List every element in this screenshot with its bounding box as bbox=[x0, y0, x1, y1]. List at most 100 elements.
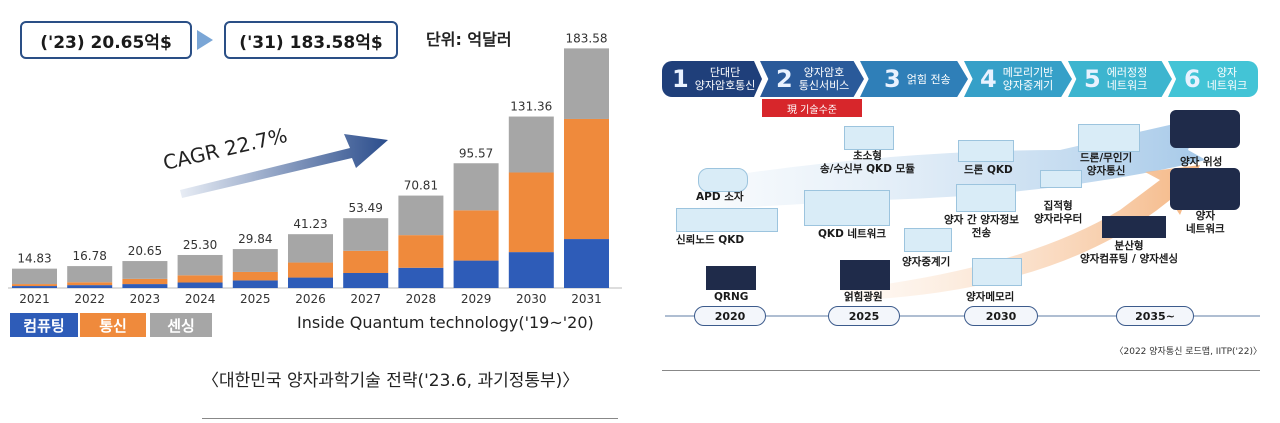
x-tick-label: 2028 bbox=[406, 292, 437, 306]
bar-total-label: 70.81 bbox=[404, 179, 438, 193]
blue-sweep-arrow bbox=[700, 118, 1206, 210]
bar-total-label: 25.30 bbox=[183, 238, 217, 252]
label-entangled-light: 얽힘광원 bbox=[844, 291, 883, 303]
label-trusted-node: 신뢰노드 QKD bbox=[676, 234, 745, 246]
label-drone-comm: 드론/무인기 양자통신 bbox=[1080, 152, 1133, 177]
bar-total-label: 53.49 bbox=[349, 201, 383, 215]
label-satellite: 양자 위성 bbox=[1180, 156, 1223, 168]
bar-total-label: 20.65 bbox=[128, 244, 162, 258]
x-tick-label: 2022 bbox=[74, 292, 105, 306]
qkd-network-image bbox=[804, 190, 890, 226]
roadmap-step-1-label: 단대단 양자암호통신 bbox=[694, 66, 756, 92]
bar-total-label: 41.23 bbox=[293, 217, 327, 231]
bar-total-label: 95.57 bbox=[459, 146, 493, 160]
bar-segment-2025-1 bbox=[232, 271, 278, 281]
roadmap-step-1: 1 단대단 양자암호통신 bbox=[662, 61, 762, 97]
stacked-bar-chart: CAGR 22.7% 14.83 2021 16.78 2022 20.65 2023 25… bbox=[8, 31, 622, 306]
memory-image bbox=[972, 258, 1022, 286]
roadmap-step-4-label: 메모리기반 양자중계기 bbox=[1002, 66, 1054, 92]
roadmap-step-5: 5 에러정정 네트워크 bbox=[1068, 61, 1172, 97]
year-pill-2030: 2030 bbox=[964, 306, 1038, 326]
callout-arrow-icon bbox=[197, 30, 213, 50]
router-image bbox=[1040, 170, 1082, 188]
label-repeater: 양자중계기 bbox=[902, 256, 951, 268]
roadmap-panel: 1 단대단 양자암호통신 2 양자암호 통신서비스 3 얽힘 전송 4 메모리기반 양자… bbox=[640, 0, 1280, 423]
cagr-arrow-icon bbox=[180, 134, 388, 198]
label-info-transfer: 양자 간 양자정보 전송 bbox=[944, 214, 1019, 239]
info-transfer-image bbox=[956, 184, 1016, 212]
repeater-image bbox=[904, 228, 952, 252]
x-tick-label: 2024 bbox=[185, 292, 216, 306]
bar-segment-2026-2 bbox=[288, 234, 333, 263]
quantum-network-image bbox=[1170, 168, 1240, 210]
bar-segment-2024-1 bbox=[177, 275, 223, 283]
bar-segment-2024-0 bbox=[177, 282, 223, 288]
bar-segment-2031-2 bbox=[564, 48, 609, 119]
x-tick-label: 2029 bbox=[461, 292, 492, 306]
label-apd: APD 소자 bbox=[696, 191, 744, 203]
distributed-image bbox=[1102, 216, 1166, 238]
unit-label: 단위: 억달러 bbox=[426, 30, 512, 49]
bar-segment-2028-0 bbox=[398, 267, 444, 288]
roadmap-step-2-label: 양자암호 통신서비스 bbox=[798, 66, 850, 92]
apd-device-image bbox=[698, 168, 748, 192]
bar-segment-2023-2 bbox=[122, 261, 168, 279]
year-pill-2025: 2025 bbox=[828, 306, 900, 326]
bar-segment-2027-0 bbox=[343, 272, 389, 288]
year-pill-2035: 2035~ bbox=[1116, 306, 1194, 326]
bar-segment-2021-2 bbox=[12, 268, 57, 285]
bar-segment-2026-0 bbox=[288, 277, 333, 288]
roadmap-step-6-label: 양자 네트워크 bbox=[1206, 66, 1248, 92]
bar-segment-2030-2 bbox=[508, 116, 554, 173]
roadmap-step-5-label: 에러정정 네트워크 bbox=[1106, 66, 1148, 92]
trusted-node-image bbox=[676, 208, 778, 232]
bar-segment-2029-0 bbox=[453, 260, 499, 288]
qrng-device-image bbox=[706, 266, 756, 290]
label-drone-qkd: 드론 QKD bbox=[964, 164, 1013, 176]
drone-comm-image bbox=[1078, 124, 1140, 152]
x-tick-label: 2023 bbox=[130, 292, 161, 306]
bar-segment-2026-1 bbox=[288, 262, 333, 278]
x-tick-label: 2025 bbox=[240, 292, 271, 306]
bar-segment-2025-2 bbox=[232, 249, 278, 272]
divider-right bbox=[662, 370, 1260, 371]
label-distributed: 분산형 양자컴퓨팅 / 양자센싱 bbox=[1080, 240, 1179, 265]
entangled-light-image bbox=[840, 260, 890, 290]
x-tick-label: 2021 bbox=[19, 292, 50, 306]
roadmap-step-2: 2 양자암호 통신서비스 bbox=[760, 61, 864, 97]
market-chart-panel: ('23) 20.65억$ ('31) 183.58억$ 단위: 억달러 CAG… bbox=[8, 21, 622, 419]
bar-segment-2030-1 bbox=[508, 172, 554, 253]
bar-segment-2022-1 bbox=[67, 282, 113, 286]
roadmap-step-6: 6 양자 네트워크 bbox=[1168, 61, 1258, 97]
roadmap-step-3-label: 얽힘 전송 bbox=[906, 72, 951, 86]
bar-segment-2031-0 bbox=[564, 239, 609, 288]
legend-item-1: 통신 bbox=[80, 313, 146, 337]
roadmap-step-3: 3 얽힘 전송 bbox=[860, 61, 968, 97]
bar-total-label: 16.78 bbox=[73, 249, 107, 263]
micro-qkd-image bbox=[844, 126, 894, 150]
label-memory: 양자메모리 bbox=[966, 291, 1015, 303]
bar-segment-2027-2 bbox=[343, 218, 389, 251]
bar-segment-2025-0 bbox=[232, 280, 278, 288]
satellite-image bbox=[1170, 110, 1240, 148]
bar-segment-2023-1 bbox=[122, 278, 168, 285]
bar-total-label: 131.36 bbox=[510, 100, 552, 114]
bar-segment-2030-0 bbox=[508, 252, 554, 288]
bar-segment-2029-2 bbox=[453, 163, 499, 211]
bar-total-label: 29.84 bbox=[238, 232, 272, 246]
source-note: Inside Quantum technology('19~'20) bbox=[297, 313, 594, 332]
legend-item-2: 센싱 bbox=[150, 313, 212, 337]
bar-total-label: 183.58 bbox=[566, 31, 608, 45]
label-qrng: QRNG bbox=[714, 291, 749, 303]
label-micro-qkd: 초소형 송/수신부 QKD 모듈 bbox=[820, 150, 915, 175]
current-level-tag: 現 기술수준 bbox=[762, 99, 862, 117]
x-tick-label: 2026 bbox=[295, 292, 326, 306]
callout-2023: ('23) 20.65억$ bbox=[20, 21, 192, 59]
bar-segment-2029-1 bbox=[453, 210, 499, 261]
x-tick-label: 2027 bbox=[350, 292, 381, 306]
bar-total-label: 14.83 bbox=[17, 252, 51, 266]
label-qkd-network: QKD 네트워크 bbox=[818, 228, 887, 240]
cagr-label: CAGR 22.7% bbox=[161, 123, 290, 175]
bar-segment-2022-0 bbox=[67, 285, 113, 288]
callout-2031: ('31) 183.58억$ bbox=[224, 21, 398, 59]
